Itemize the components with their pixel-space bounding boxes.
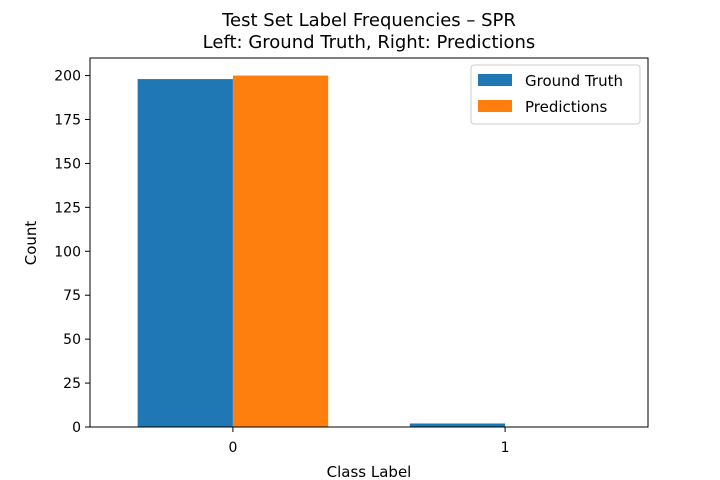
x-tick-label: 1 — [501, 440, 510, 456]
bar-predictions-0 — [232, 75, 329, 428]
legend-box — [470, 64, 641, 125]
y-tick-label: 50 — [63, 332, 81, 348]
x-axis-label: Class Label — [327, 463, 412, 480]
y-tick-label: 150 — [54, 156, 81, 172]
y-axis-label: Count — [22, 221, 40, 266]
y-tick-label: 0 — [72, 420, 81, 436]
y-tick-label: 175 — [54, 113, 81, 129]
bar-ground-truth-0 — [137, 79, 233, 427]
y-tick-label: 75 — [63, 288, 81, 304]
y-axis-ticks: 0 25 50 75 100 125 150 175 200 — [54, 69, 90, 436]
bars-group — [137, 75, 506, 428]
legend-swatch-predictions — [478, 100, 512, 112]
plot-frame — [89, 57, 649, 428]
bar-ground-truth-1 — [409, 423, 506, 427]
y-tick-label: 25 — [63, 376, 81, 392]
y-tick-label: 200 — [54, 69, 81, 85]
y-tick-label: 125 — [54, 200, 81, 216]
chart-subtitle: Left: Ground Truth, Right: Predictions — [203, 32, 536, 53]
y-tick-label: 100 — [54, 244, 81, 260]
legend-swatch-ground-truth — [478, 74, 512, 86]
legend: Ground Truth Predictions — [470, 64, 641, 125]
chart-title: Test Set Label Frequencies – SPR — [221, 10, 516, 31]
x-tick-label: 0 — [228, 440, 237, 456]
legend-label-predictions: Predictions — [525, 98, 608, 116]
legend-label-ground-truth: Ground Truth — [525, 72, 623, 90]
